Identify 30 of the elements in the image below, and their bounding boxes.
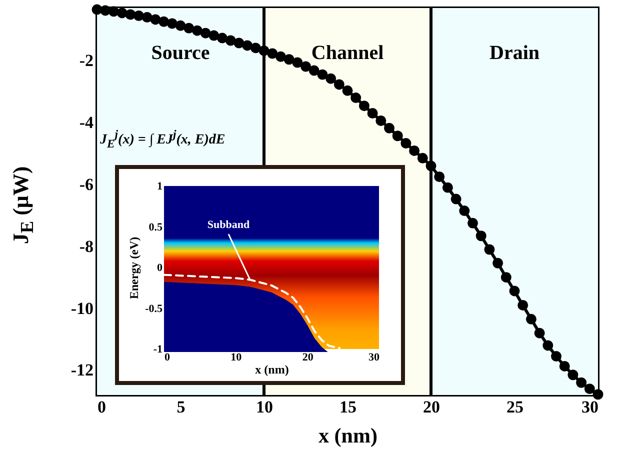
x-tick-label: 20	[302, 352, 314, 364]
y-tick-label: 0.5	[148, 221, 163, 234]
y-tick-label: -1	[153, 344, 162, 356]
y-tick-label: -10	[70, 298, 94, 318]
annotation: Subband	[207, 219, 250, 232]
x-axis-title: x (nm)	[318, 424, 378, 448]
x-tick-label: 30	[582, 398, 598, 416]
y-axis-title: Energy (eV)	[127, 236, 142, 300]
x-tick-label: 10	[230, 352, 242, 364]
band-label: Drain	[490, 42, 540, 64]
x-tick-label: 30	[368, 352, 380, 364]
y-tick-label: -8	[79, 236, 94, 256]
y-tick-label: -6	[79, 174, 94, 194]
y-tick-label: -12	[70, 360, 94, 380]
band-label: Source	[151, 42, 210, 64]
x-tick-label: 15	[340, 398, 356, 416]
y-tick-label: -4	[79, 113, 94, 132]
y-tick-label: 1	[157, 180, 162, 192]
y-tick-label: 0	[157, 262, 163, 274]
x-tick-label: 20	[423, 398, 440, 416]
x-tick-label: 10	[256, 398, 273, 416]
y-tick-label: -2	[79, 51, 94, 70]
x-axis-title: x (nm)	[255, 362, 289, 376]
x-tick-label: 5	[176, 398, 186, 416]
x-tick-label: 0	[164, 352, 170, 364]
band-label: Channel	[311, 42, 384, 64]
y-tick-label: -0.5	[145, 302, 163, 315]
annotation: J$_{E}$$^{j}$(x) = ∫ EJ$^{j}$(x, E)dE	[100, 128, 226, 150]
x-tick-label: 0	[98, 398, 106, 416]
x-tick-label: 25	[506, 398, 524, 416]
